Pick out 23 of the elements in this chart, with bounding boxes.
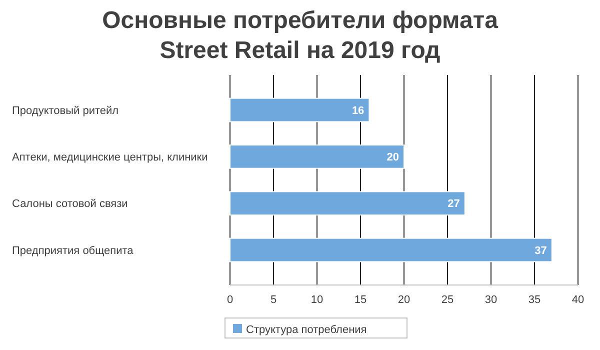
data-label: 20 [386,152,399,164]
data-label: 27 [448,198,460,210]
y-tick-label: Салоны сотовой связи [12,198,128,210]
bar [230,98,370,122]
x-tick-label: 20 [398,294,410,306]
x-tick-label: 0 [226,294,234,306]
bar [230,144,404,169]
y-tick-label: Предприятия общепита [12,244,134,257]
x-tick-label: 5 [270,294,277,306]
y-tick-label: Продуктовый ритейл [12,104,119,117]
y-tick-label: Аптеки, медицинские центры, клиники [12,152,208,164]
x-tick-label: 35 [528,294,541,306]
data-label: 37 [534,244,547,257]
bar [230,191,466,216]
x-tick-label: 10 [310,294,324,306]
data-label: 16 [352,104,364,117]
x-tick-label: 25 [441,294,454,306]
legend-label: Структура потребления [246,324,367,336]
x-tick-label: 15 [354,294,367,306]
x-tick-label: 40 [572,294,584,306]
bar [230,238,552,262]
x-tick-label: 30 [484,294,498,306]
chart-title: Основные потребители формата Street Retail на 2019 год [102,7,499,64]
